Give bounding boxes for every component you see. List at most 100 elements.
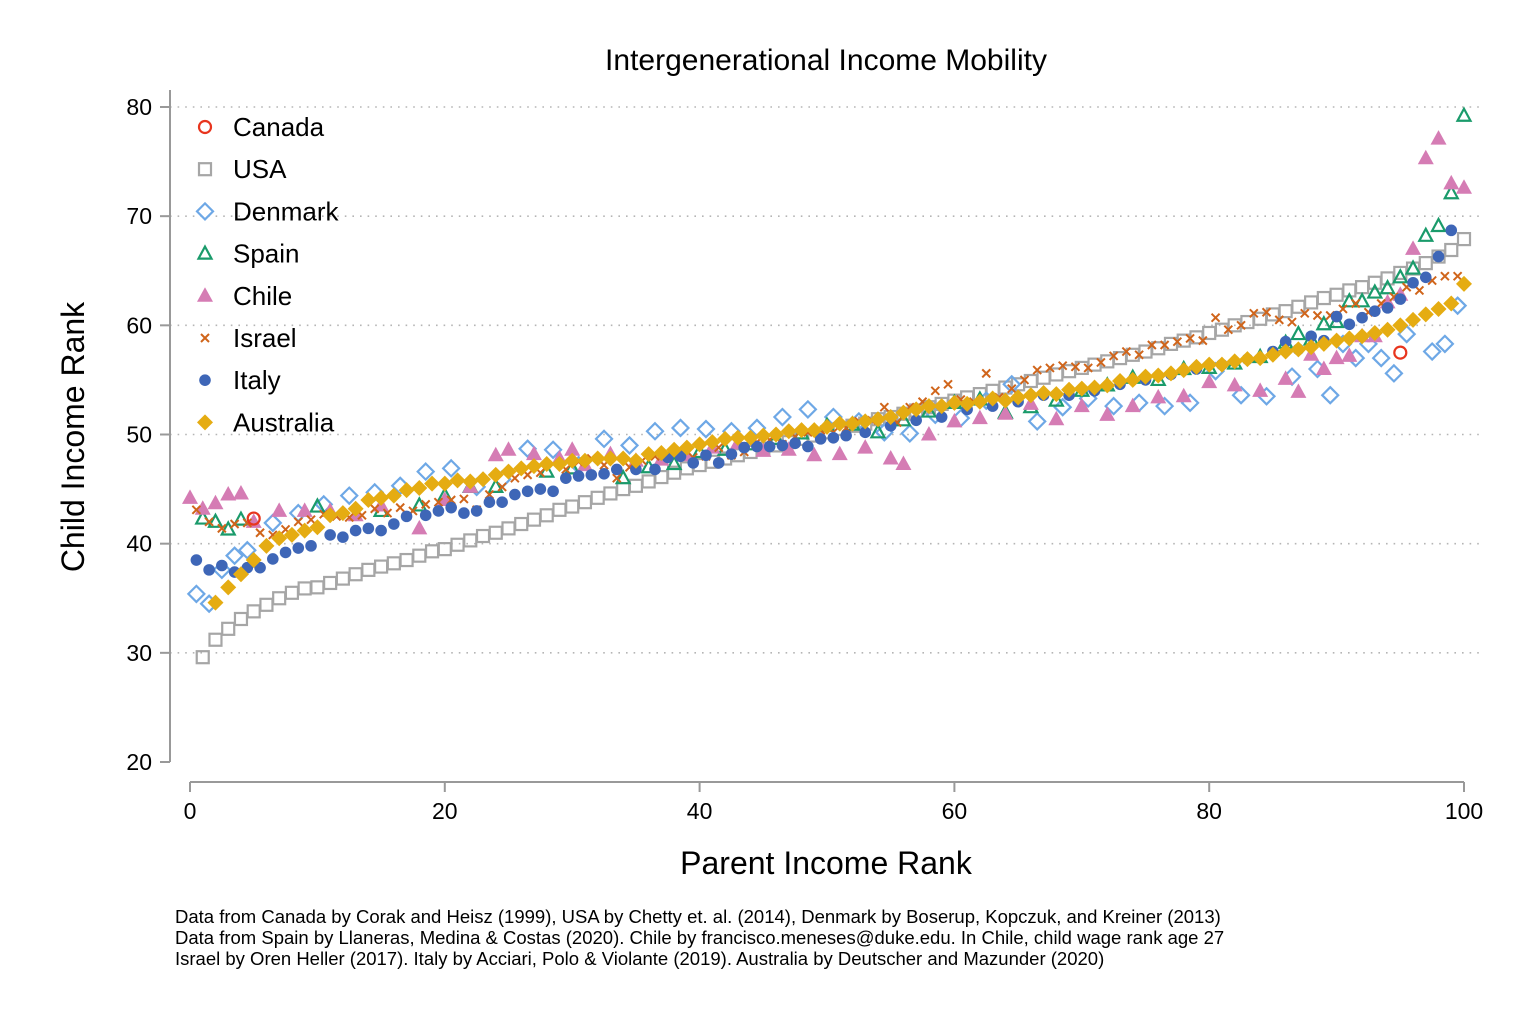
data-point	[1320, 385, 1340, 405]
legend-marker	[197, 287, 213, 302]
data-point	[1430, 216, 1447, 233]
legend-marker	[197, 162, 213, 177]
data-point	[518, 439, 538, 459]
data-point	[802, 440, 814, 453]
data-point	[538, 455, 555, 472]
data-point	[488, 525, 503, 540]
data-point	[564, 452, 581, 469]
data-point	[458, 507, 470, 519]
data-point	[1369, 305, 1381, 317]
data-point	[232, 566, 249, 583]
data-point	[497, 482, 507, 492]
data-point	[565, 499, 580, 514]
data-point	[1022, 387, 1039, 404]
data-point	[436, 475, 453, 492]
data-point	[1303, 339, 1320, 356]
data-point	[768, 426, 785, 443]
data-point	[946, 394, 963, 411]
data-point	[1096, 357, 1106, 368]
data-point	[1010, 389, 1027, 406]
data-point	[388, 518, 400, 530]
data-point	[776, 439, 789, 452]
data-point	[831, 415, 848, 432]
data-point	[399, 552, 414, 568]
data-point	[424, 544, 440, 559]
series-denmark	[186, 296, 1468, 614]
y-tick-label: 60	[126, 312, 152, 338]
data-point	[670, 418, 691, 438]
data-point	[984, 390, 1001, 407]
data-point	[577, 495, 593, 510]
data-point	[1407, 276, 1419, 289]
chart-title: Intergenerational Income Mobility	[605, 44, 1047, 77]
data-point	[334, 505, 351, 522]
data-point	[296, 502, 313, 517]
data-point	[665, 454, 683, 471]
data-point	[1354, 328, 1371, 345]
data-point	[543, 440, 563, 460]
data-point	[628, 478, 644, 493]
data-point	[1086, 379, 1103, 396]
data-point	[324, 529, 336, 541]
data-point	[700, 449, 712, 462]
data-point	[410, 496, 428, 512]
data-point	[412, 548, 427, 563]
data-point	[910, 414, 922, 427]
data-point	[920, 426, 937, 441]
y-axis-title: Child Income Rank	[55, 301, 91, 572]
data-point	[1070, 362, 1081, 372]
data-point	[895, 455, 912, 470]
x-tick-label: 20	[432, 798, 458, 824]
data-point	[1290, 383, 1307, 398]
data-point	[450, 537, 465, 552]
data-point	[339, 486, 359, 506]
data-point	[933, 398, 950, 415]
data-point	[1414, 285, 1425, 296]
legend-item-chile: Chile	[197, 281, 292, 311]
series-spain	[194, 106, 1473, 536]
data-point	[997, 405, 1014, 420]
data-point	[869, 423, 887, 439]
data-point	[1379, 321, 1396, 338]
data-point	[1185, 333, 1195, 344]
data-point	[742, 429, 759, 446]
legend-item-italy: Italy	[199, 365, 281, 395]
data-point	[182, 489, 198, 504]
data-point	[370, 504, 380, 514]
series-canada	[246, 345, 1408, 526]
data-point	[419, 509, 432, 522]
legend-marker	[195, 201, 215, 221]
data-point	[255, 528, 265, 538]
data-point	[1226, 376, 1243, 392]
data-point	[195, 650, 210, 665]
data-point	[400, 510, 413, 523]
data-point	[1279, 335, 1292, 348]
data-point	[920, 398, 937, 415]
data-point	[1432, 250, 1445, 263]
data-point	[1300, 308, 1310, 319]
data-point	[1356, 311, 1368, 324]
data-point	[857, 439, 874, 454]
data-point	[306, 514, 316, 525]
data-point	[1422, 341, 1442, 362]
data-point	[780, 441, 797, 456]
data-point	[463, 533, 478, 548]
data-point	[509, 488, 521, 501]
data-point	[552, 502, 567, 517]
data-point	[1328, 332, 1345, 349]
legend-marker	[200, 333, 210, 343]
data-point	[220, 486, 237, 501]
data-point	[1223, 324, 1234, 335]
data-point	[221, 621, 236, 636]
data-point	[1379, 278, 1396, 295]
data-point	[496, 496, 508, 508]
data-point	[590, 490, 605, 505]
legend-label: Israel	[233, 323, 297, 353]
data-point	[1456, 275, 1472, 292]
data-point	[267, 553, 279, 565]
data-point	[1287, 317, 1297, 327]
data-point	[1231, 385, 1251, 405]
data-point	[382, 508, 393, 518]
data-point	[738, 441, 750, 454]
data-point	[216, 559, 228, 572]
